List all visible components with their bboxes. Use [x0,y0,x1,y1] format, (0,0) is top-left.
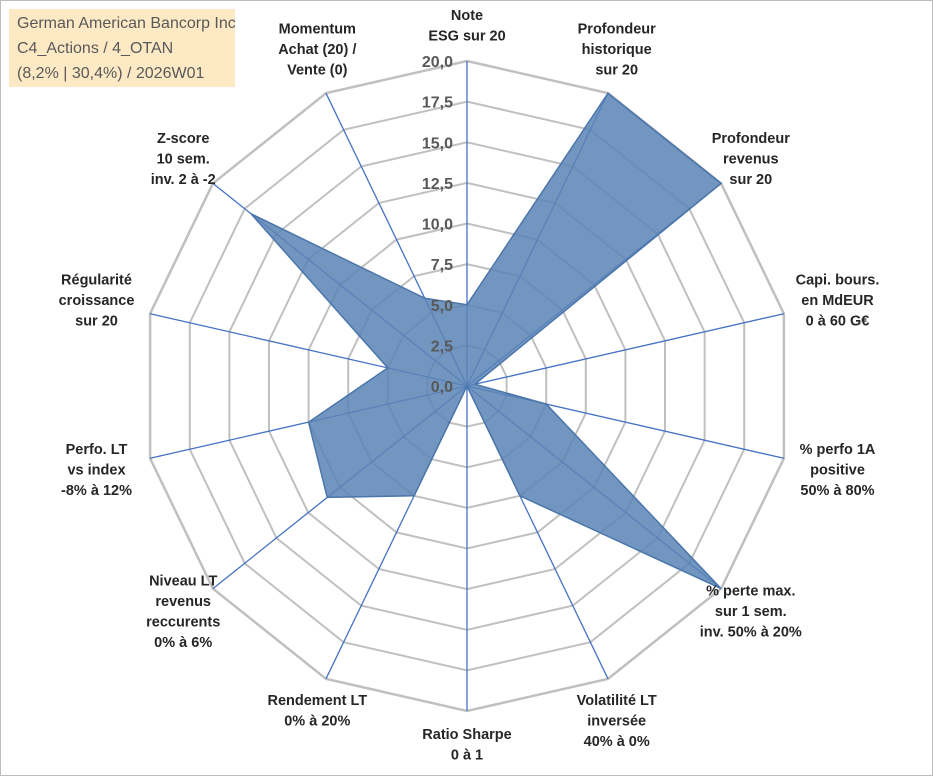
axis-label-line: -8% à 12% [61,483,132,499]
tick-label: 10,0 [422,217,453,234]
axis-label-line: 0 à 60 G€ [806,314,870,330]
spoke-3 [466,313,785,387]
tick-label: 0,0 [431,379,453,396]
axis-label-line: 10 sem. [157,151,210,167]
tick-label: 17,5 [422,95,453,112]
axis-label-line: 0 à 1 [451,748,483,764]
axis-label-line: Note [451,8,483,24]
tick-label: 7,5 [431,257,453,274]
axis-label-0: Note ESG sur 20 [428,8,505,45]
radar-tick-labels: 0,0 2,5 5,0 7,5 10,0 12,5 15,0 17,5 20,0 [422,54,453,396]
axis-label-9: Niveau LT revenus reccurents 0% à 6% [146,573,220,651]
axis-label-6: Volatilité LT inversée 40% à 0% [577,693,657,750]
axis-label-line: sur 20 [595,63,638,79]
axis-label-line: inv. 50% à 20% [700,625,802,641]
axis-label-line: vs index [67,462,125,478]
axis-label-11: Régularité croissance sur 20 [59,273,135,330]
tick-label: 12,5 [422,176,453,193]
axis-label-13: Momentum Achat (20) / Vente (0) [278,22,356,79]
axis-label-2: Profondeur revenus sur 20 [712,131,790,188]
axis-label-line: revenus [155,594,211,610]
axis-label-line: sur 20 [75,314,118,330]
tick-label: 15,0 [422,135,453,152]
axis-label-line: Momentum [279,22,356,38]
axis-label-7: Ratio Sharpe 0 à 1 [422,727,511,764]
axis-label-line: revenus [723,151,779,167]
tick-label: 5,0 [431,298,453,315]
axis-label-line: sur 20 [729,172,772,188]
axis-label-10: Perfo. LT vs index -8% à 12% [61,442,132,499]
stock-info-box: German American Bancorp Inc C4_Actions /… [9,9,236,87]
axis-label-4: % perfo 1A positive 50% à 80% [800,442,876,499]
axis-label-line: Ratio Sharpe [422,727,511,743]
axis-label-line: Achat (20) / [278,42,356,58]
portfolio-category: C4_Actions / 4_OTAN [17,40,174,57]
axis-label-line: ESG sur 20 [428,29,505,45]
axis-label-line: Niveau LT [149,573,217,589]
series-area [250,92,723,590]
axis-label-line: Perfo. LT [66,442,128,458]
axis-label-line: Capi. bours. [796,273,880,289]
tick-label: 20,0 [422,54,453,71]
axis-label-line: croissance [59,293,135,309]
axis-label-1: Profondeur historique sur 20 [578,22,656,79]
axis-label-line: inv. 2 à -2 [151,172,216,188]
axis-label-line: historique [582,42,652,58]
axis-label-3: Capi. bours. en MdEUR 0 à 60 G€ [796,273,880,330]
axis-label-line: 0% à 6% [154,635,212,651]
radar-series [250,92,723,590]
axis-label-line: Volatilité LT [577,693,657,709]
axis-label-line: Profondeur [578,22,656,38]
axis-label-line: 50% à 80% [800,483,874,499]
axis-label-line: inversée [587,713,646,729]
radar-axis-labels: Note ESG sur 20 Profondeur historique sur 20… [59,8,880,764]
axis-label-5: % perte max. sur 1 sem. inv. 50% à 20% [700,584,802,641]
axis-label-line: en MdEUR [801,293,874,309]
axis-label-line: 40% à 0% [584,734,650,750]
axis-label-12: Z-score 10 sem. inv. 2 à -2 [151,131,216,188]
performance-period: (8,2% | 30,4%) / 2026W01 [17,65,205,82]
axis-label-line: Z-score [157,131,209,147]
axis-label-line: Régularité [61,273,132,289]
axis-label-line: 0% à 20% [284,713,350,729]
axis-label-line: % perte max. [706,584,795,600]
company-name: German American Bancorp Inc [17,15,236,32]
axis-label-line: % perfo 1A [800,442,876,458]
axis-label-line: reccurents [146,614,220,630]
axis-label-line: positive [810,462,865,478]
tick-label: 2,5 [431,338,453,355]
axis-label-line: sur 1 sem. [715,604,787,620]
axis-label-line: Vente (0) [287,63,348,79]
axis-label-8: Rendement LT 0% à 20% [267,693,367,730]
axis-label-line: Rendement LT [267,693,367,709]
axis-label-line: Profondeur [712,131,790,147]
